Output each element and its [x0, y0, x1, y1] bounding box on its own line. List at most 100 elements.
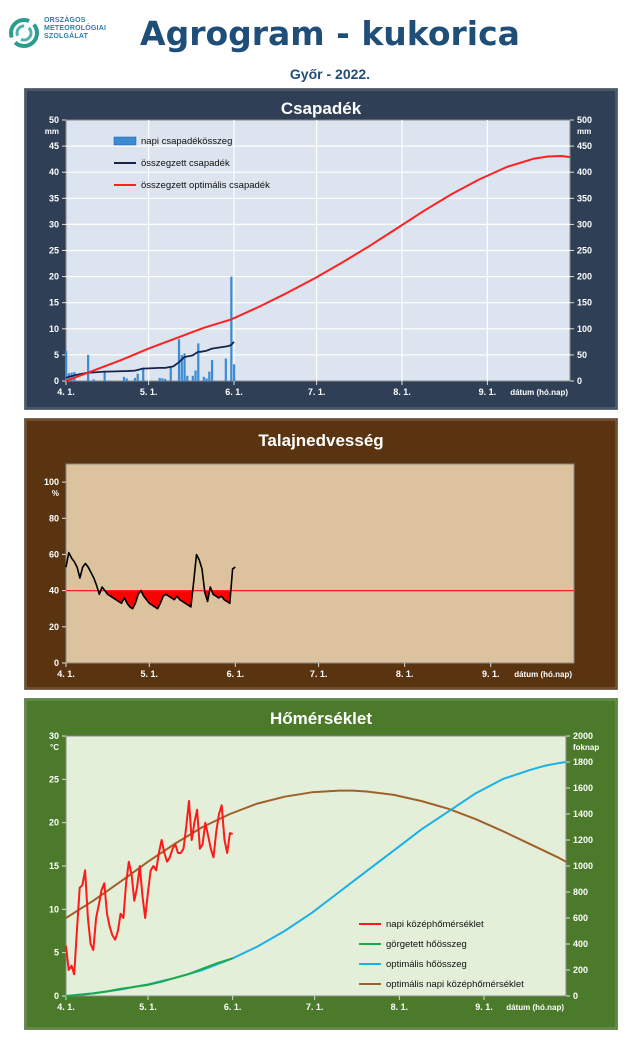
y-tick-label: 10 [49, 324, 59, 334]
y2-tick-label: 2000 [573, 731, 593, 741]
precip-bar [169, 367, 172, 381]
y-tick-label: 5 [54, 948, 59, 958]
precip-bar [177, 339, 181, 381]
y-tick-label: 20 [49, 622, 59, 632]
y2-tick-label: 800 [573, 887, 588, 897]
precip-bar [103, 372, 106, 381]
y2-tick-label: 1200 [573, 835, 593, 845]
x-tick-label: 8. 1. [396, 669, 414, 679]
y-tick-label: 40 [49, 586, 59, 596]
x-tick-label: 5. 1. [141, 669, 159, 679]
y-tick-label: 80 [49, 513, 59, 523]
plot-area [65, 463, 575, 664]
y-tick-label: 35 [49, 193, 59, 203]
precip-bar [208, 371, 211, 381]
precip-bar [136, 373, 139, 381]
y2-axis-label: foknap [573, 743, 599, 752]
precip-bar [205, 378, 208, 381]
y-tick-label: 0 [54, 991, 59, 1001]
legend-optimal-precip-label: összegzett optimális csapadék [141, 180, 270, 191]
y-tick-label: 25 [49, 246, 59, 256]
x-axis-label: dátum (hó.nap) [506, 1003, 564, 1012]
panel-inner-border [25, 89, 617, 409]
x-tick-label: 4. 1. [57, 669, 75, 679]
soil-moisture-line [65, 551, 236, 610]
precip-bar [233, 364, 236, 381]
y2-tick-label: 600 [573, 913, 588, 923]
y2-tick-label: 450 [577, 141, 592, 151]
y-axis-label: mm [45, 127, 59, 136]
precip-bar [92, 379, 95, 381]
x-axis-label: dátum (hó.nap) [510, 388, 568, 397]
moisture-deficit-area [141, 590, 193, 609]
precip-bar [230, 276, 233, 381]
precip-bar [133, 377, 137, 381]
chart-title: Hőmérséklet [270, 709, 372, 728]
x-tick-label: 8. 1. [393, 387, 411, 397]
y-tick-label: 20 [49, 272, 59, 282]
precip-bar [142, 367, 145, 381]
temperature-panel: Hőmérséklet 0 5 10 15 20 25 30 °C 0 200 400 600 800 10… [23, 697, 619, 1031]
y2-tick-label: 100 [577, 324, 592, 334]
y-tick-label: 40 [49, 167, 59, 177]
x-tick-label: 8. 1. [391, 1002, 409, 1012]
y-tick-label: 50 [49, 115, 59, 125]
y2-tick-label: 400 [577, 167, 592, 177]
y2-tick-label: 500 [577, 115, 592, 125]
x-tick-label: 7. 1. [310, 669, 328, 679]
precipitation-chart: Csapadék 0 5 10 15 20 25 30 35 40 45 50 mm 0 50 100 150 2… [23, 87, 619, 411]
temperature-chart: Hőmérséklet 0 5 10 15 20 25 30 °C 0 200 400 600 800 10… [23, 697, 619, 1031]
y-tick-label: 30 [49, 219, 59, 229]
x-tick-label: 6. 1. [225, 387, 243, 397]
y-tick-label: 15 [49, 298, 59, 308]
y-tick-label: 45 [49, 141, 59, 151]
precip-bar [202, 376, 205, 381]
panel-inner-border [25, 699, 617, 1029]
x-tick-label: 7. 1. [308, 387, 326, 397]
omsz-logo-text: ORSZÁGOS METEOROLÓGIAI SZOLGÁLAT [44, 17, 107, 40]
precipitation-panel: Csapadék 0 5 10 15 20 25 30 35 40 45 50 mm 0 50 100 150 2… [23, 87, 619, 411]
y2-tick-label: 0 [573, 991, 578, 1001]
legend-optimal-daily-temp-label: optimális napi középhőmérséklet [386, 979, 524, 990]
legend-daily-precip-label: napi csapadékösszeg [141, 136, 232, 147]
panel-inner-border [25, 419, 617, 689]
precip-bar [224, 358, 227, 381]
y2-tick-label: 150 [577, 298, 592, 308]
y2-tick-label: 1400 [573, 809, 593, 819]
precip-bar [73, 372, 76, 381]
y-tick-label: 10 [49, 904, 59, 914]
y2-tick-label: 1000 [573, 861, 593, 871]
precip-bar [183, 353, 186, 381]
x-tick-label: 9. 1. [482, 669, 500, 679]
legend-rolling-heat-sum-label: görgetett hőösszeg [386, 939, 467, 950]
y2-tick-label: 250 [577, 246, 592, 256]
precip-bar [65, 350, 68, 381]
y2-axis-label: mm [577, 127, 591, 136]
daily-mean-temp-line [65, 800, 233, 976]
x-tick-label: 5. 1. [139, 1002, 157, 1012]
y2-tick-label: 400 [573, 939, 588, 949]
plot-area [65, 735, 567, 997]
rolling-heat-sum-line [65, 957, 234, 997]
y2-tick-label: 0 [577, 376, 582, 386]
precip-bar [191, 375, 194, 381]
legend-optimal-heat-sum-label: optimális hőösszeg [386, 959, 467, 970]
omsz-logo: ORSZÁGOS METEOROLÓGIAI SZOLGÁLAT [8, 16, 158, 52]
precip-bar [210, 360, 214, 381]
omsz-logo-mark [9, 18, 39, 48]
y2-tick-label: 200 [577, 272, 592, 282]
y-tick-label: 20 [49, 818, 59, 828]
x-tick-label: 5. 1. [140, 387, 158, 397]
y-tick-label: 5 [54, 350, 59, 360]
page-subtitle: Győr - 2022. [289, 66, 371, 82]
precip-bar [87, 354, 90, 381]
x-tick-label: 6. 1. [224, 1002, 242, 1012]
y-tick-label: 0 [54, 376, 59, 386]
x-tick-label: 9. 1. [475, 1002, 493, 1012]
optimal-daily-temp-line [65, 789, 567, 919]
x-tick-label: 7. 1. [306, 1002, 324, 1012]
precip-bar [158, 377, 161, 381]
y-axis-label: % [52, 489, 59, 498]
x-tick-label: 9. 1. [479, 387, 497, 397]
y-tick-label: 30 [49, 731, 59, 741]
